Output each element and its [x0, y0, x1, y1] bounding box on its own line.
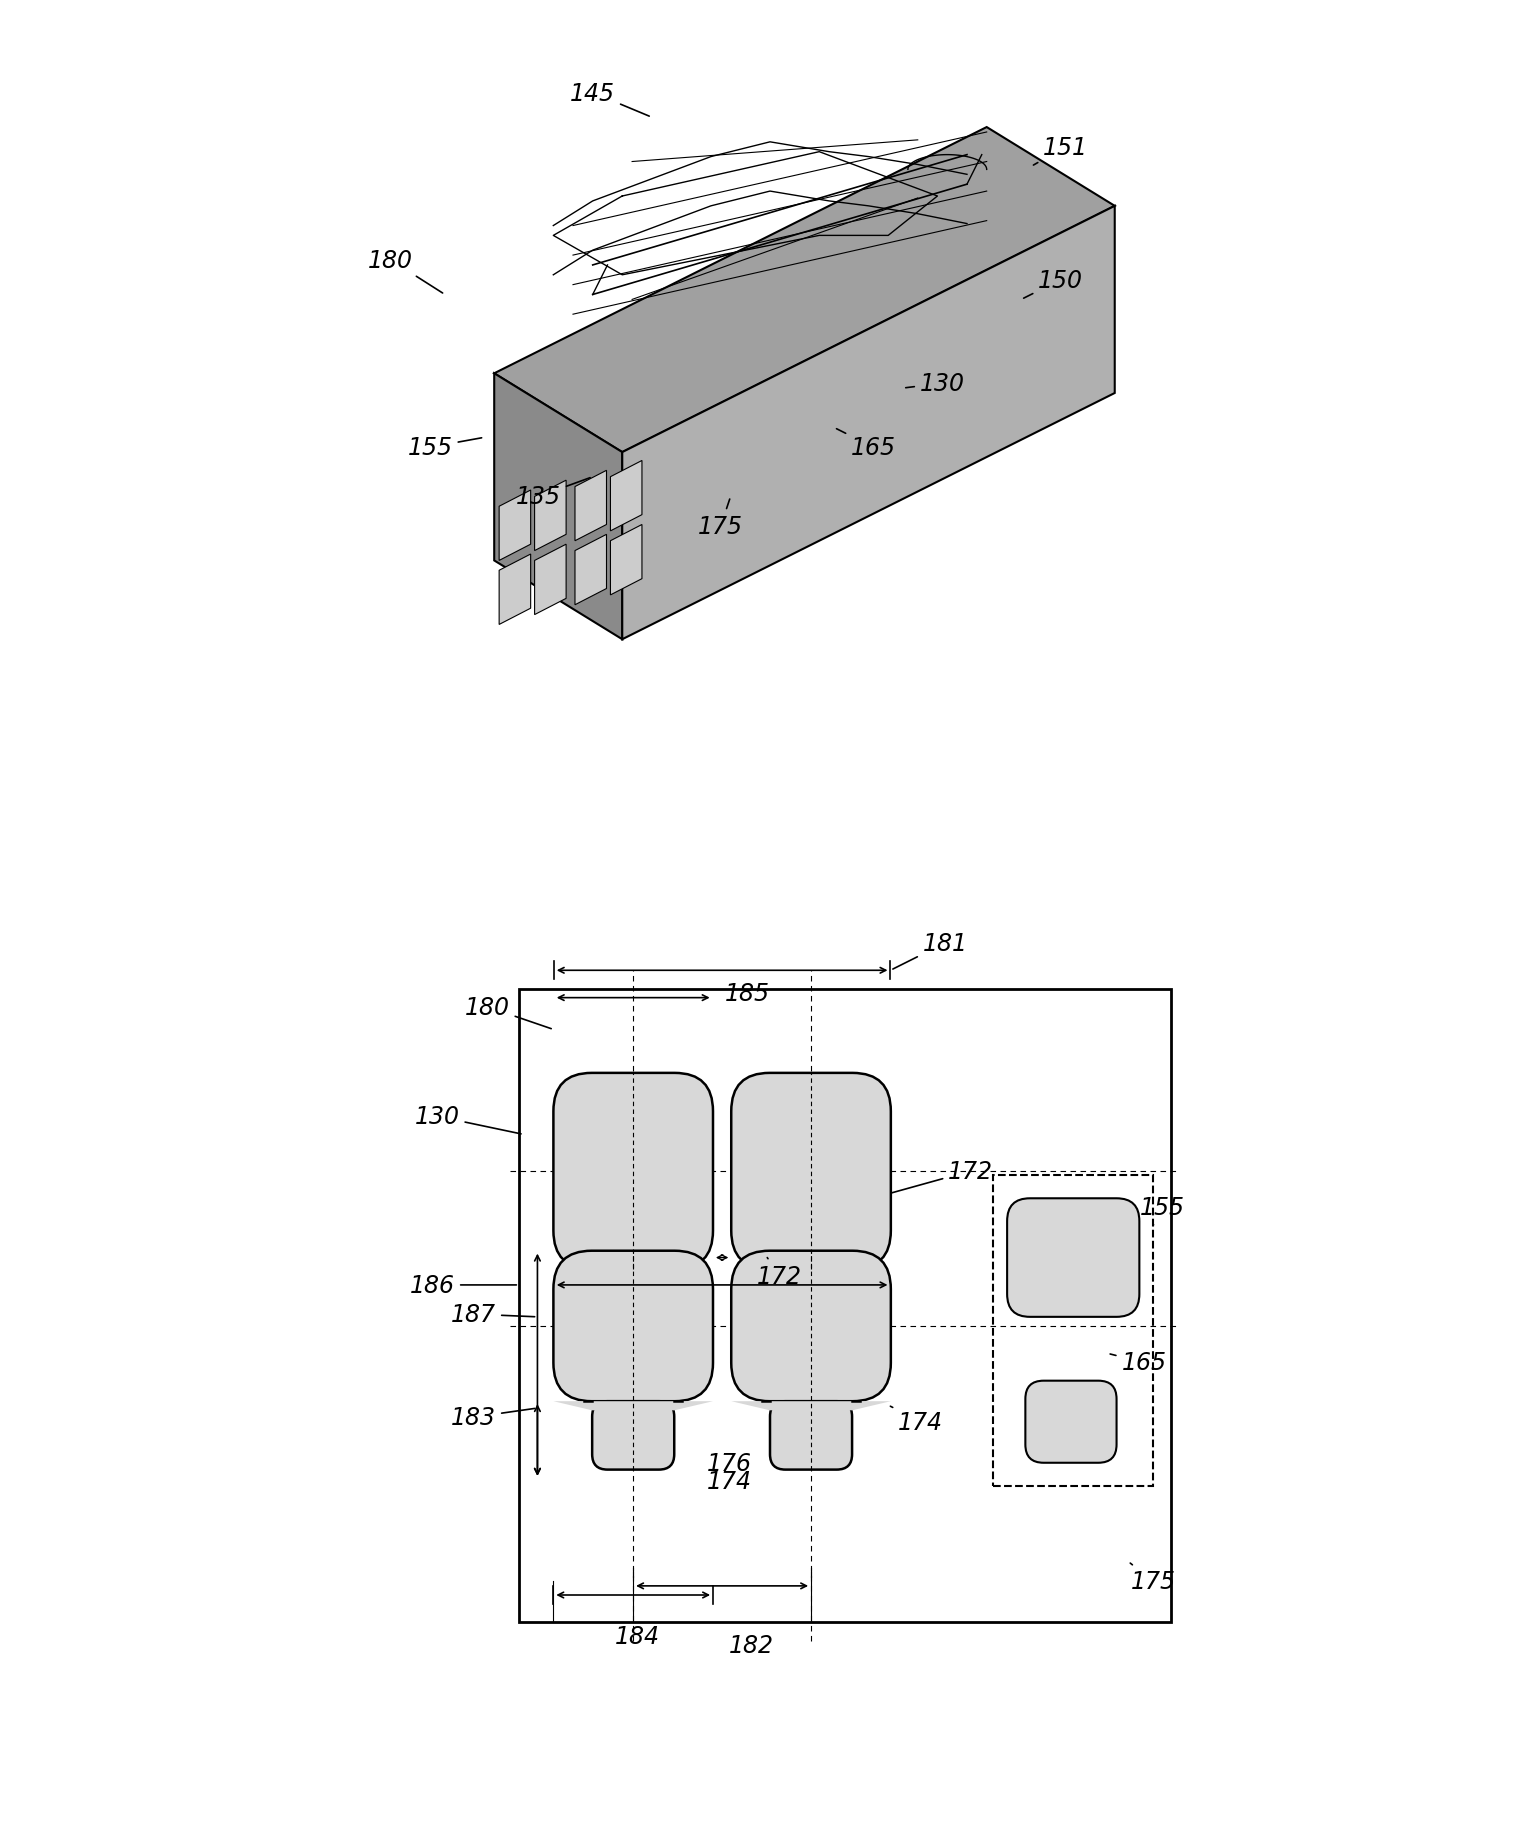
Text: 150: 150	[1024, 268, 1083, 299]
Text: 165: 165	[1110, 1351, 1166, 1375]
Text: 172: 172	[756, 1258, 802, 1289]
Text: 181: 181	[893, 932, 967, 970]
Polygon shape	[553, 1402, 713, 1411]
Text: 186: 186	[410, 1272, 516, 1298]
Text: 130: 130	[414, 1105, 521, 1134]
Text: 174: 174	[707, 1469, 752, 1493]
Text: 184: 184	[616, 1624, 661, 1648]
Text: 172: 172	[892, 1159, 993, 1194]
Text: 182: 182	[730, 1633, 775, 1657]
Polygon shape	[494, 128, 1115, 452]
Text: 183: 183	[451, 1406, 534, 1429]
FancyBboxPatch shape	[593, 1402, 675, 1469]
Polygon shape	[574, 534, 607, 605]
Polygon shape	[610, 461, 642, 532]
Polygon shape	[534, 481, 567, 551]
FancyBboxPatch shape	[553, 1074, 713, 1269]
Text: 155: 155	[408, 436, 482, 459]
Polygon shape	[574, 470, 607, 541]
FancyBboxPatch shape	[732, 1074, 890, 1269]
Bar	[993, 1176, 1153, 1486]
Polygon shape	[494, 374, 622, 640]
Polygon shape	[499, 554, 531, 625]
FancyBboxPatch shape	[732, 1251, 890, 1402]
Polygon shape	[534, 545, 567, 616]
Polygon shape	[610, 525, 642, 596]
FancyBboxPatch shape	[770, 1402, 852, 1469]
Text: 175: 175	[1130, 1564, 1175, 1593]
FancyBboxPatch shape	[553, 1251, 713, 1402]
Text: 187: 187	[451, 1302, 534, 1327]
Text: 155: 155	[1140, 1196, 1184, 1225]
Text: 175: 175	[698, 500, 744, 538]
Text: 176: 176	[707, 1451, 752, 1475]
Polygon shape	[622, 206, 1115, 640]
Text: 135: 135	[516, 478, 590, 509]
Polygon shape	[499, 490, 531, 561]
Text: 180: 180	[465, 995, 551, 1030]
Text: 185: 185	[725, 981, 770, 1006]
Polygon shape	[732, 1402, 890, 1411]
Text: 180: 180	[368, 250, 442, 294]
Text: 174: 174	[890, 1407, 942, 1435]
Text: 145: 145	[570, 82, 650, 117]
Text: 130: 130	[906, 372, 966, 396]
Text: 151: 151	[1033, 135, 1087, 166]
Bar	[519, 988, 1172, 1622]
Text: 165: 165	[836, 430, 896, 459]
FancyBboxPatch shape	[1007, 1200, 1140, 1316]
FancyBboxPatch shape	[1026, 1382, 1116, 1462]
